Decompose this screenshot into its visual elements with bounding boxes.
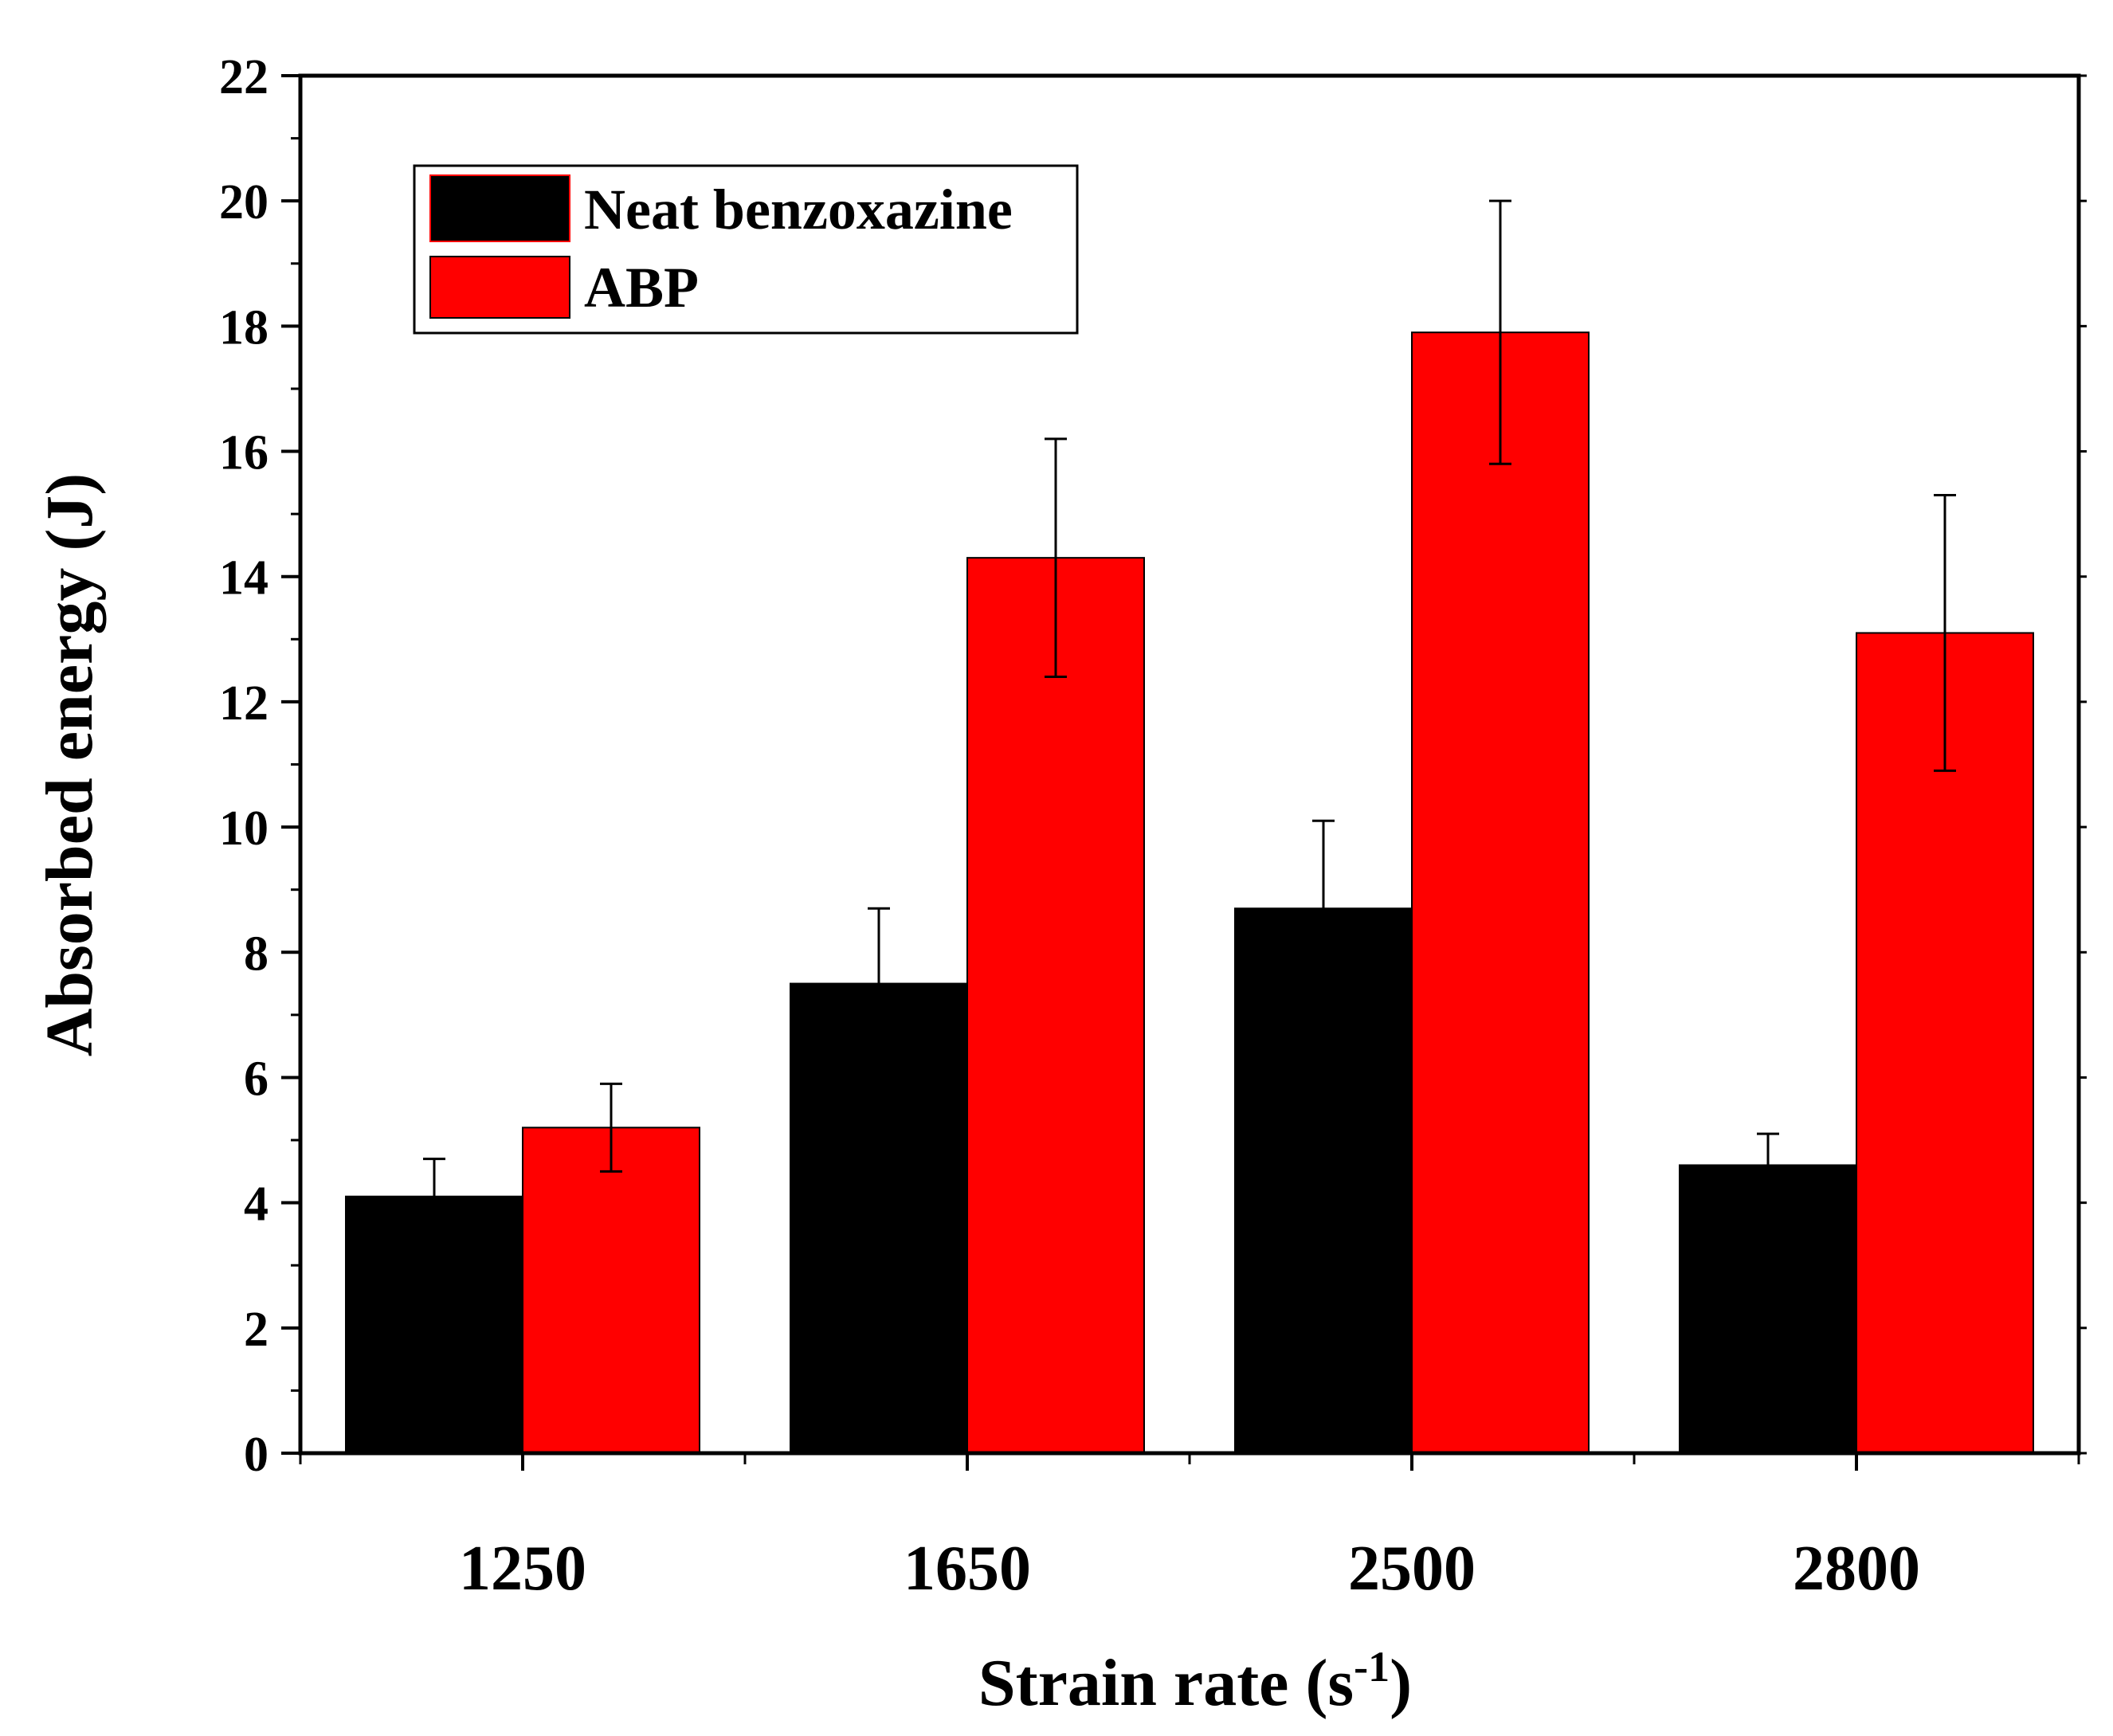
x-tick-label-2800: 2800 (1793, 1534, 1920, 1604)
y-tick-label-18: 18 (219, 300, 269, 355)
y-tick-label-16: 16 (219, 426, 269, 480)
y-tick-label-14: 14 (219, 551, 269, 605)
y-tick-label-4: 4 (244, 1178, 269, 1232)
x-axis-title-superscript: -1 (1354, 1643, 1390, 1691)
y-tick-label-10: 10 (219, 801, 269, 856)
bar-abp-2500 (1411, 331, 1590, 1454)
bars-layer (345, 331, 2034, 1455)
bar-neat-benzoxazine-1250 (345, 1195, 523, 1454)
bar-neat-benzoxazine-2800 (1679, 1164, 1857, 1454)
y-tick-label-12: 12 (219, 676, 269, 731)
x-tick-labels: 1250 1650 2500 2800 (459, 1534, 1920, 1604)
x-axis-title-main: Strain rate (s (978, 1646, 1354, 1720)
legend-label-abp: ABP (584, 256, 699, 319)
y-tick-label-22: 22 (219, 50, 269, 104)
legend-swatch-abp (429, 256, 570, 319)
x-tick-label-1650: 1650 (904, 1534, 1031, 1604)
legend-label-neat-benzoxazine: Neat benzoxazine (584, 178, 1013, 241)
y-axis-title: Absorbed energy (J) (33, 473, 107, 1057)
legend-swatch-neat-benzoxazine (429, 174, 570, 242)
y-tick-label-6: 6 (244, 1052, 269, 1106)
x-axis-title: Strain rate (s-1) (978, 1643, 1412, 1720)
y-tick-label-20: 20 (219, 175, 269, 229)
bar-abp-1250 (522, 1127, 700, 1454)
ticks-layer (281, 74, 2087, 1471)
error-bars-layer (423, 199, 1956, 1236)
x-tick-label-1250: 1250 (459, 1534, 586, 1604)
x-tick-label-2500: 2500 (1348, 1534, 1476, 1604)
bar-neat-benzoxazine-1650 (790, 982, 968, 1455)
legend: Neat benzoxazine ABP (413, 164, 1079, 335)
x-axis-title-suffix: ) (1390, 1646, 1412, 1720)
y-tick-label-2: 2 (244, 1303, 269, 1357)
bar-abp-1650 (966, 557, 1145, 1454)
y-tick-label-8: 8 (244, 927, 269, 981)
y-tick-label-0: 0 (244, 1428, 269, 1482)
y-tick-labels: 0 2 4 6 8 10 12 14 16 18 20 22 (219, 50, 269, 1482)
